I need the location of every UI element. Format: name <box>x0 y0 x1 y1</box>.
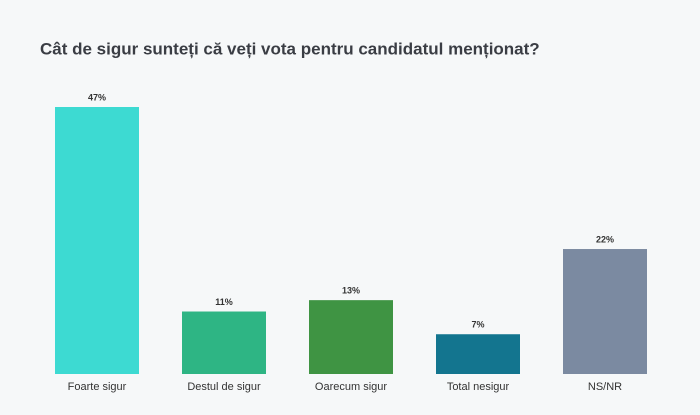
bar <box>436 334 520 374</box>
bar <box>182 311 266 374</box>
x-tick-label: Oarecum sigur <box>315 381 387 393</box>
x-tick-label: Foarte sigur <box>68 381 127 393</box>
chart-title: Cât de sigur sunteți că veți vota pentru… <box>40 39 540 58</box>
x-tick-label: Total nesigur <box>447 381 510 393</box>
bar <box>55 107 139 374</box>
bar <box>563 249 647 374</box>
value-label: 7% <box>471 320 484 330</box>
value-label: 47% <box>88 92 106 102</box>
x-tick-label: NS/NR <box>588 381 622 393</box>
value-label: 11% <box>215 297 233 307</box>
value-label: 13% <box>342 286 360 296</box>
value-label: 22% <box>596 234 614 244</box>
x-tick-label: Destul de sigur <box>187 381 261 393</box>
bar <box>309 300 393 374</box>
